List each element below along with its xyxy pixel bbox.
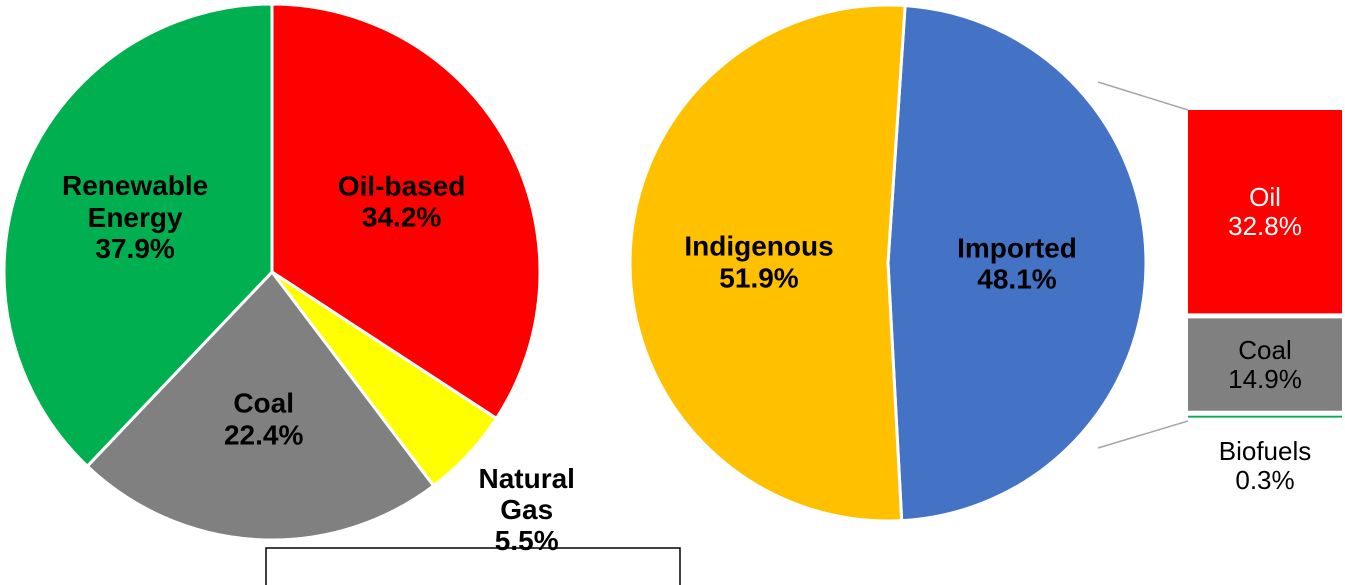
connector-line (1097, 420, 1189, 449)
value-label: 48.1% (977, 263, 1057, 295)
connector-line (1097, 81, 1189, 111)
value-label: 37.9% (95, 232, 175, 264)
category-label: Imported (957, 232, 1077, 264)
value-label: 32.8% (1228, 210, 1302, 241)
category-label: Coal (233, 387, 294, 419)
data-label: Oil-based 34.2% (312, 170, 492, 233)
pie-slice (628, 3, 907, 523)
value-label: 0.3% (1235, 464, 1295, 495)
value-label: 51.9% (719, 262, 799, 294)
data-label: Imported 48.1% (927, 232, 1107, 295)
bar-segment (1188, 318, 1342, 411)
data-label: Biofuels 0.3% (1188, 436, 1342, 494)
data-label: Renewable Energy 37.9% (60, 170, 210, 264)
pie-slice (85, 269, 436, 542)
category-label: Biofuels (1218, 435, 1312, 466)
data-label: Natural Gas 5.5% (462, 463, 592, 557)
value-label: 14.9% (1228, 363, 1302, 394)
empty-box (265, 547, 681, 585)
category-label: Natural Gas (478, 462, 575, 526)
data-label: Coal 22.4% (184, 388, 344, 451)
pie-slice (886, 3, 1148, 523)
category-label: Coal (1238, 334, 1292, 365)
value-label: 34.2% (361, 201, 442, 233)
pie-slice (2, 2, 274, 469)
data-label: Indigenous 51.9% (664, 231, 854, 294)
data-label: Oil 32.8% (1188, 181, 1342, 241)
data-label: Coal 14.9% (1188, 335, 1342, 393)
bar-segment (1188, 415, 1342, 418)
category-label: Oil-based (337, 170, 466, 202)
bar-segment (1188, 110, 1342, 314)
category-label: Indigenous (684, 230, 834, 262)
value-label: 22.4% (223, 419, 304, 451)
value-label: 5.5% (494, 525, 559, 557)
category-label: Renewable Energy (61, 170, 209, 233)
category-label: Oil (1249, 181, 1281, 212)
